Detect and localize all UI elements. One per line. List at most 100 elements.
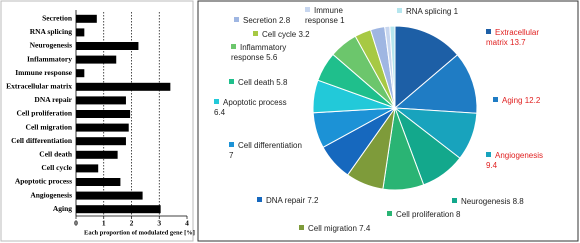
slice-value: 2.8 <box>279 16 291 25</box>
y-tick-label: Cell migration <box>26 122 73 131</box>
pie-slice <box>389 25 396 109</box>
legend-swatch <box>397 8 402 13</box>
slice-name: Cell cycle <box>262 30 297 39</box>
x-tick-label: 2 <box>130 219 134 228</box>
y-tick-label: Cell differentiation <box>11 136 73 145</box>
left-panel-border <box>0 0 194 242</box>
slice-value: 1 <box>453 7 459 16</box>
slice-value: 8 <box>456 210 461 219</box>
bar <box>76 150 118 159</box>
slice-value: 7 <box>229 151 234 160</box>
bar <box>76 82 171 91</box>
slice-value: 3.2 <box>298 30 310 39</box>
legend-swatch <box>257 197 262 202</box>
legend-swatch <box>305 7 310 12</box>
y-tick-label: Secretion <box>42 14 73 23</box>
y-tick-label: Aging <box>53 204 72 213</box>
bar <box>76 164 99 173</box>
slice-value: 9.4 <box>486 161 498 170</box>
x-tick-label: 1 <box>102 219 106 228</box>
pie-label: DNA repair 7.2 <box>257 196 337 206</box>
legend-swatch <box>486 29 491 34</box>
legend-swatch <box>234 17 239 22</box>
slice-name: Angiogenesis <box>495 151 544 160</box>
pie-label: Apoptotic process 6.4 <box>214 98 294 118</box>
bar <box>76 28 85 37</box>
legend-swatch <box>231 44 236 49</box>
pie-slice <box>393 54 478 114</box>
slice-value: 6.4 <box>214 108 226 117</box>
bar <box>76 42 139 50</box>
y-tick-label: Cell proliferation <box>17 109 73 118</box>
slice-name: Cell migration <box>308 224 357 233</box>
y-tick-label: Inflammatory <box>27 54 72 63</box>
right-panel-border <box>197 0 579 242</box>
slice-name: Cell death <box>238 78 275 87</box>
slice-value: 12.2 <box>524 96 541 105</box>
pie-label: Inflammatory response 5.6 <box>231 43 299 63</box>
slice-value: 1 <box>340 16 345 25</box>
slice-value: 13.7 <box>510 38 526 47</box>
x-tick-label: 4 <box>185 219 189 228</box>
bar <box>76 110 131 118</box>
slice-value: 7.2 <box>307 196 319 205</box>
slice-name: RNA splicing <box>406 7 452 16</box>
x-tick-label: 3 <box>157 219 161 228</box>
bar <box>76 14 97 23</box>
slice-value: 8.8 <box>512 197 524 206</box>
bar <box>76 69 85 78</box>
legend-swatch <box>229 142 234 147</box>
y-tick-label: Cell death <box>39 150 73 159</box>
pie-label: Cell differentiation 7 <box>229 141 307 161</box>
slice-value: 7.4 <box>359 224 371 233</box>
legend-swatch <box>493 97 498 102</box>
slice-name: Secretion <box>243 16 277 25</box>
slice-value: 5.6 <box>266 53 278 62</box>
pie-label: Cell migration 7.4 <box>299 224 379 234</box>
pie-label: Neurogenesis 8.8 <box>452 197 532 207</box>
y-tick-label: Extracellular matrix <box>6 82 72 91</box>
pie-label: Cell proliferation 8 <box>387 210 462 220</box>
y-tick-label: Apoptotic process <box>15 177 72 186</box>
pie-label: Angiogenesis 9.4 <box>486 151 556 171</box>
y-tick-label: RNA splicing <box>30 27 73 36</box>
slice-name: Apoptotic process <box>223 98 287 107</box>
y-tick-label: Cell cycle <box>41 163 72 172</box>
legend-swatch <box>452 198 457 203</box>
bar <box>76 96 126 105</box>
slice-name: Cell differentiation <box>238 141 302 150</box>
slice-name: Cell proliferation <box>396 210 454 219</box>
y-tick-label: Immune response <box>15 68 72 77</box>
slice-name: Aging <box>502 96 523 105</box>
slice-name: Neurogenesis <box>461 197 511 206</box>
pie-label: Aging 12.2 <box>493 96 553 106</box>
x-axis-label: Each proportion of modulated gene [%] <box>84 229 195 236</box>
slice-name: Immune response <box>305 6 343 25</box>
bar <box>76 137 126 146</box>
slice-value: 5.8 <box>276 78 288 87</box>
y-tick-label: DNA repair <box>34 95 72 104</box>
pie-label: Cell cycle 3.2 <box>253 30 323 40</box>
slice-name: DNA repair <box>266 196 306 205</box>
bar <box>76 178 121 186</box>
pie-label: Secretion 2.8 <box>234 16 304 26</box>
legend-swatch <box>486 152 491 157</box>
bar <box>76 55 117 64</box>
pie-label: Immune response 1 <box>305 6 369 26</box>
slice-name: Extracellular matrix <box>486 28 540 47</box>
y-tick-label: Angiogenesis <box>30 190 72 199</box>
legend-swatch <box>214 99 219 104</box>
legend-swatch <box>229 79 234 84</box>
pie-label: RNA splicing 1 <box>397 7 477 17</box>
legend-swatch <box>387 211 392 216</box>
pie-label: Extracellular matrix 13.7 <box>486 28 548 48</box>
slice-name: Inflammatory response <box>231 43 287 62</box>
y-tick-label: Neurogenesis <box>30 41 72 50</box>
legend-swatch <box>253 31 258 36</box>
pie-slice <box>394 25 459 110</box>
legend-swatch <box>299 225 304 230</box>
x-tick-label: 0 <box>74 219 78 228</box>
bar <box>76 191 143 200</box>
